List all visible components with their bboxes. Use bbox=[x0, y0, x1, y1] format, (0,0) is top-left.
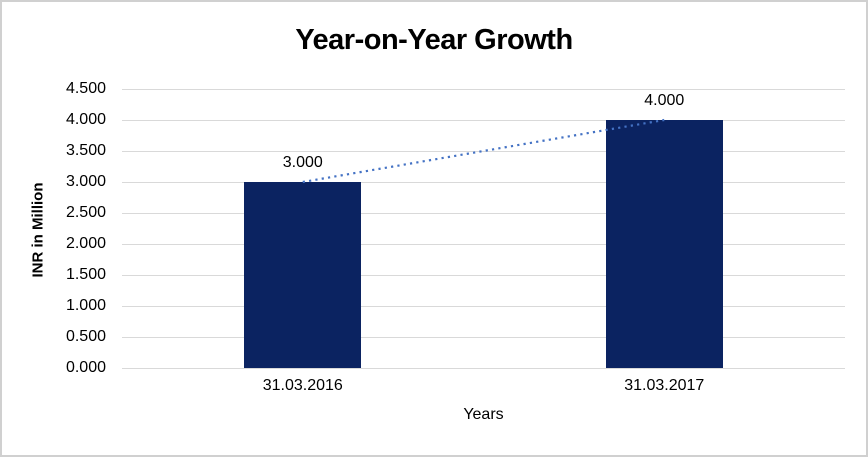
x-tick-label: 31.03.2017 bbox=[624, 377, 705, 394]
y-tick-label: 1.500 bbox=[65, 266, 106, 283]
plot-area: 3.000 4.000 bbox=[122, 89, 845, 369]
y-tick-label: 3.500 bbox=[65, 142, 106, 159]
gridline bbox=[122, 182, 845, 183]
x-axis-tick-labels: 31.03.2016 31.03.2017 bbox=[122, 377, 845, 399]
y-axis-tick-labels: 4.500 4.000 3.500 3.000 2.500 2.000 1.500 1.000… bbox=[2, 80, 106, 376]
y-tick-label: 2.500 bbox=[65, 204, 106, 221]
x-tick-label: 31.03.2016 bbox=[262, 377, 343, 394]
gridline bbox=[122, 337, 845, 338]
bar-value-label: 4.000 bbox=[644, 92, 685, 109]
trendline bbox=[302, 118, 665, 184]
gridline bbox=[122, 275, 845, 276]
gridline bbox=[122, 213, 845, 214]
gridline bbox=[122, 368, 845, 369]
gridline bbox=[122, 244, 845, 245]
gridline bbox=[122, 120, 845, 121]
y-tick-label: 1.000 bbox=[65, 297, 106, 314]
bar bbox=[605, 120, 723, 368]
y-tick-label: 0.000 bbox=[65, 359, 106, 376]
chart-title: Year-on-Year Growth bbox=[295, 24, 573, 56]
y-tick-label: 0.500 bbox=[65, 328, 106, 345]
gridline bbox=[122, 306, 845, 307]
y-tick-label: 2.000 bbox=[65, 235, 106, 252]
x-axis-title: Years bbox=[463, 406, 504, 423]
y-tick-label: 3.000 bbox=[65, 173, 106, 190]
y-tick-label: 4.500 bbox=[65, 80, 106, 97]
bar-value-label: 3.000 bbox=[282, 154, 323, 171]
bar bbox=[244, 182, 362, 368]
gridline bbox=[122, 89, 845, 90]
y-tick-label: 4.000 bbox=[65, 111, 106, 128]
gridline bbox=[122, 151, 845, 152]
